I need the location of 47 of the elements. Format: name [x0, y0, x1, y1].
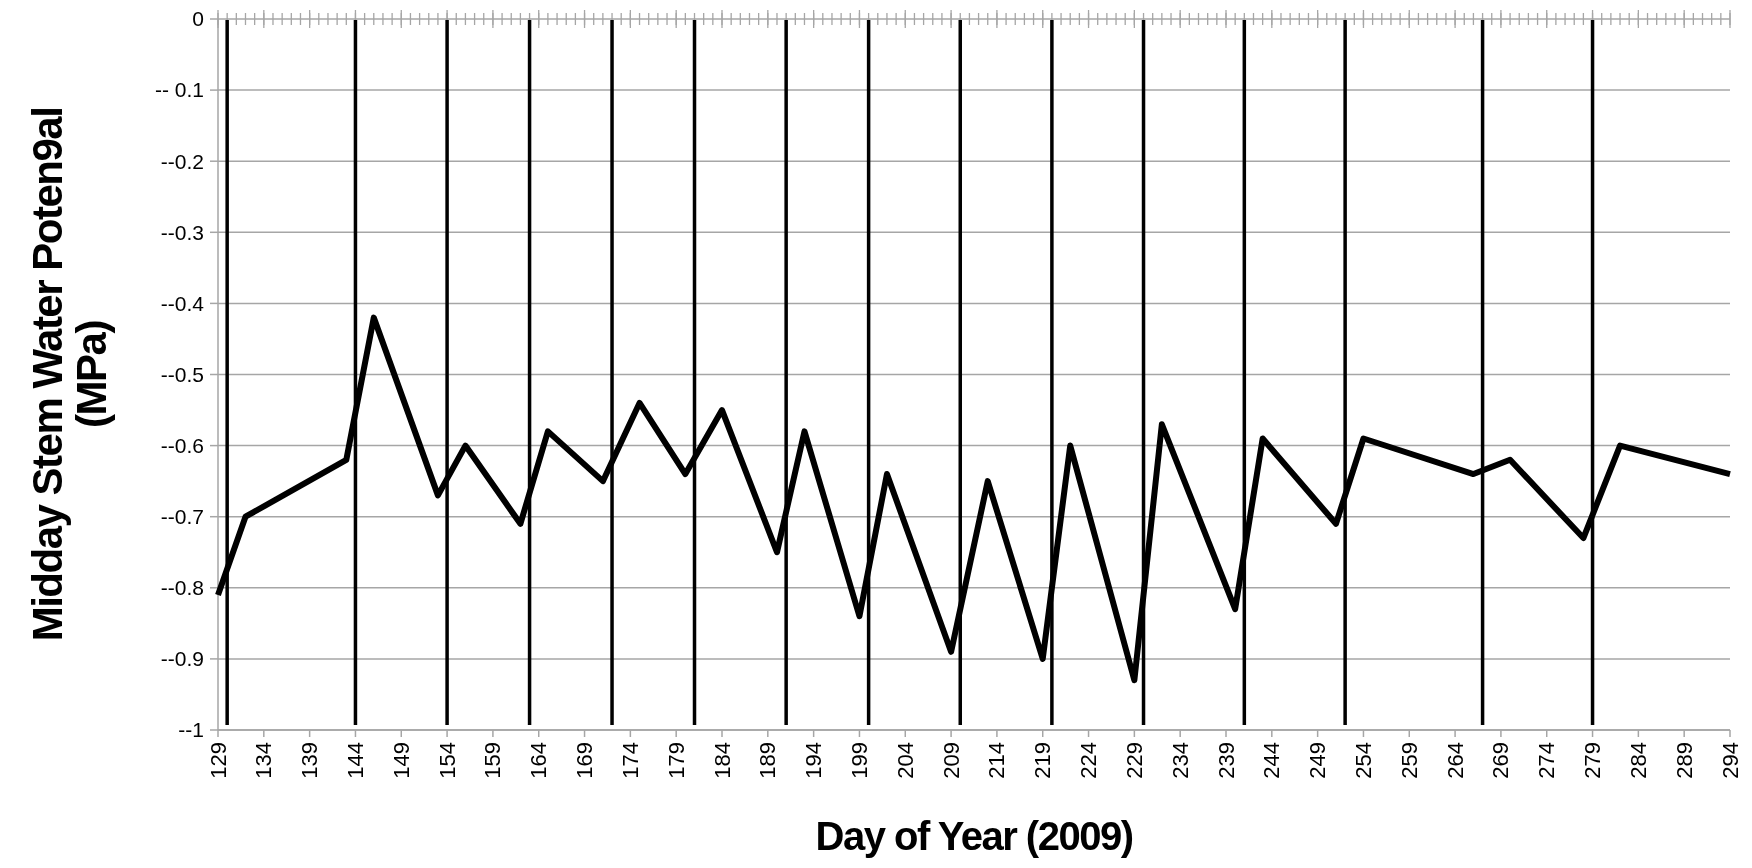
x-tick-label: 279 [1580, 742, 1606, 779]
x-tick-label: 289 [1671, 742, 1697, 779]
y-tick-label: --0.7 [160, 505, 204, 529]
x-tick-label: 254 [1350, 742, 1376, 779]
y-tick-label: --0.6 [160, 433, 204, 457]
x-tick-label: 229 [1121, 742, 1147, 779]
x-tick-label: 284 [1625, 742, 1651, 779]
x-tick-label: 174 [617, 742, 643, 779]
x-tick-label: 244 [1259, 742, 1285, 779]
x-tick-label: 294 [1717, 742, 1743, 779]
x-tick-label: 204 [892, 742, 918, 779]
x-tick-label: 179 [663, 742, 689, 779]
x-tick-label: 144 [342, 742, 368, 779]
x-tick-label: 239 [1213, 742, 1239, 779]
x-tick-label: 149 [388, 742, 414, 779]
y-tick-label: --0.4 [160, 291, 205, 315]
y-tick-label: --0.2 [160, 149, 204, 173]
y-tick-label: --0.3 [160, 220, 204, 244]
y-tick-label: -- 0.1 [154, 78, 204, 102]
x-tick-label: 189 [755, 742, 781, 779]
x-tick-label: 249 [1305, 742, 1331, 779]
y-tick-label: 0 [192, 7, 204, 31]
x-tick-label: 169 [572, 742, 598, 779]
x-tick-label: 264 [1442, 742, 1468, 779]
x-tick-label: 139 [297, 742, 323, 779]
x-tick-label: 194 [801, 742, 827, 779]
x-tick-label: 199 [846, 742, 872, 779]
y-tick-label: --0.5 [160, 362, 204, 386]
x-tick-label: 134 [251, 742, 277, 779]
y-tick-label: --1 [178, 718, 204, 742]
y-axis-title: Midday Stem Water Poten9al (MPa) [24, 107, 115, 642]
x-tick-label: 154 [434, 742, 460, 779]
x-tick-label: 164 [526, 742, 552, 779]
x-tick-label: 159 [480, 742, 506, 779]
y-tick-label: --0.9 [160, 647, 204, 671]
x-tick-label: 209 [938, 742, 964, 779]
x-tick-label: 234 [1167, 742, 1193, 779]
x-tick-label: 224 [1076, 742, 1102, 779]
x-tick-label: 269 [1488, 742, 1514, 779]
x-tick-label: 214 [984, 742, 1010, 779]
x-axis-title: Day of Year (2009) [815, 814, 1133, 858]
x-tick-label: 259 [1396, 742, 1422, 779]
x-tick-label: 129 [205, 742, 231, 779]
x-tick-label: 219 [1030, 742, 1056, 779]
x-tick-label: 184 [709, 742, 735, 779]
x-tick-label: 274 [1534, 742, 1560, 779]
y-tick-label: --0.8 [160, 576, 204, 600]
